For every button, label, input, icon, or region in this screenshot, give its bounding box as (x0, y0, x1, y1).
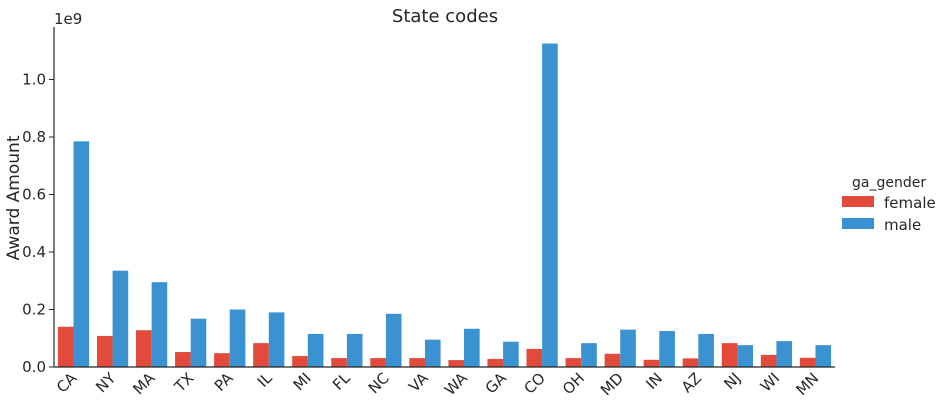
bar-female-IN (643, 359, 660, 367)
bar-male-NC (385, 313, 402, 367)
offset-label: 1e9 (54, 10, 82, 28)
x-tick-label: WA (441, 369, 471, 399)
bar-female-WA (448, 360, 465, 367)
bar-female-VA (409, 358, 425, 367)
x-tick-label: OH (559, 369, 588, 398)
bar-female-CO (526, 348, 543, 367)
bar-male-PA (229, 309, 246, 367)
x-tick-label: PA (211, 369, 237, 395)
x-tick-label: NC (365, 369, 393, 397)
x-tick-label: MA (129, 369, 159, 399)
bar-female-AZ (682, 358, 699, 367)
bar-male-MA (151, 282, 168, 367)
x-tick-label: IN (642, 369, 666, 393)
bar-male-TX (190, 318, 207, 367)
x-tick-label: NY (92, 369, 120, 397)
x-tick-label: CA (53, 369, 81, 397)
bar-female-PA (214, 353, 230, 367)
bar-male-MI (307, 333, 324, 367)
bar-male-MN (815, 345, 832, 367)
y-tick-label: 0.8 (22, 128, 46, 146)
bar-male-FL (346, 333, 363, 367)
legend-title: ga_gender (852, 175, 926, 191)
bar-female-OH (565, 358, 582, 367)
bar-female-FL (331, 358, 347, 367)
legend-swatch-female (842, 196, 874, 207)
bar-female-NY (96, 335, 113, 367)
x-tick-label: MN (792, 369, 822, 399)
y-tick-label: 0.0 (22, 358, 46, 376)
legend-label-female: female (884, 194, 936, 212)
bar-female-MI (292, 356, 308, 367)
x-tick-label: TX (170, 369, 197, 396)
legend: ga_gender female male (842, 175, 936, 234)
bar-male-AZ (698, 333, 714, 367)
bar-male-WA (464, 328, 480, 367)
x-tick-label: FL (329, 369, 354, 394)
bar-female-TX (175, 352, 191, 367)
legend-swatch-male (842, 218, 874, 229)
bar-male-NJ (737, 345, 753, 367)
x-tick-label: MI (290, 369, 315, 394)
x-tick-label: IL (254, 369, 276, 391)
bar-male-VA (424, 339, 441, 367)
bar-female-CA (57, 326, 74, 367)
bar-male-GA (503, 341, 519, 367)
x-tick-label: CO (520, 369, 548, 397)
y-tick-label: 1.0 (22, 71, 46, 89)
bar-male-NY (112, 270, 129, 367)
bar-male-OH (581, 343, 597, 367)
bar-female-MN (799, 357, 816, 367)
bar-male-CO (542, 43, 558, 367)
bar-male-IN (659, 331, 675, 367)
legend-label-male: male (884, 216, 921, 234)
bar-female-MA (136, 330, 152, 367)
y-tick-label: 0.4 (22, 243, 46, 261)
bar-female-NC (370, 358, 386, 367)
y-tick-label: 0.6 (22, 186, 46, 204)
bar-female-GA (487, 358, 504, 367)
x-tick-label: MD (597, 369, 627, 399)
bar-male-MD (620, 329, 636, 367)
x-tick-label: NJ (720, 369, 744, 393)
y-axis-label: Award Amount (4, 135, 24, 260)
bar-female-MD (604, 353, 621, 367)
y-tick-label: 0.2 (22, 301, 46, 319)
bar-male-CA (73, 141, 90, 367)
x-tick-label: WI (757, 369, 783, 395)
x-tick-label: AZ (678, 369, 705, 396)
bar-male-IL (268, 312, 285, 367)
x-tick-label: GA (482, 369, 511, 398)
bar-male-WI (776, 341, 793, 367)
x-tick-label: VA (405, 369, 432, 396)
bar-female-IL (253, 343, 269, 367)
chart-title: State codes (392, 6, 498, 27)
bar-female-NJ (721, 343, 738, 367)
bar-female-WI (760, 354, 777, 367)
